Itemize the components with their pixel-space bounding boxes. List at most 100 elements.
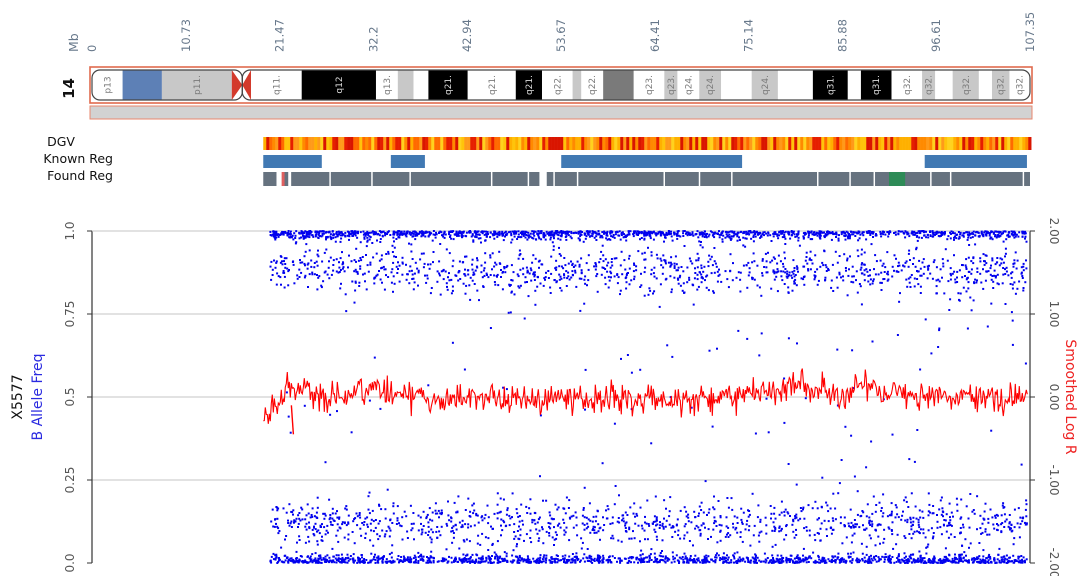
baf-point bbox=[641, 525, 643, 527]
baf-point bbox=[802, 555, 804, 557]
baf-point bbox=[482, 561, 484, 563]
baf-point bbox=[746, 520, 748, 522]
baf-point bbox=[419, 555, 421, 557]
baf-point bbox=[1018, 231, 1020, 233]
baf-point bbox=[553, 518, 555, 520]
baf-point bbox=[1018, 560, 1020, 562]
dgv-segment bbox=[917, 137, 920, 150]
baf-point bbox=[635, 269, 637, 271]
dgv-segment bbox=[392, 137, 395, 150]
baf-point bbox=[457, 495, 459, 497]
baf-point bbox=[587, 526, 589, 528]
baf-point bbox=[820, 528, 822, 530]
baf-point bbox=[289, 233, 291, 235]
dgv-segment bbox=[803, 137, 806, 150]
baf-point bbox=[323, 518, 325, 520]
baf-point bbox=[1011, 230, 1013, 232]
dgv-segment bbox=[446, 137, 449, 150]
baf-point bbox=[724, 237, 726, 239]
baf-point bbox=[337, 523, 339, 525]
baf-point bbox=[844, 426, 846, 428]
baf-point bbox=[397, 520, 399, 522]
baf-point bbox=[467, 269, 469, 271]
baf-point bbox=[348, 255, 350, 257]
baf-point bbox=[512, 492, 514, 494]
baf-point bbox=[524, 281, 526, 283]
baf-point bbox=[865, 466, 867, 468]
baf-point bbox=[814, 274, 816, 276]
baf-point bbox=[665, 555, 667, 557]
baf-point bbox=[594, 560, 596, 562]
baf-point bbox=[344, 537, 346, 539]
baf-point bbox=[729, 534, 731, 536]
baf-point bbox=[557, 238, 559, 240]
dgv-segment bbox=[914, 137, 917, 150]
baf-point bbox=[336, 562, 338, 564]
baf-point bbox=[623, 520, 625, 522]
baf-point bbox=[328, 560, 330, 562]
baf-point bbox=[393, 255, 395, 257]
baf-point bbox=[676, 235, 678, 237]
baf-point bbox=[453, 532, 455, 534]
baf-point bbox=[438, 516, 440, 518]
baf-point bbox=[682, 270, 684, 272]
baf-point bbox=[847, 258, 849, 260]
baf-point bbox=[535, 239, 537, 241]
baf-point bbox=[958, 231, 960, 233]
baf-point bbox=[563, 522, 565, 524]
dgv-segment bbox=[752, 137, 755, 150]
baf-point bbox=[818, 517, 820, 519]
baf-point bbox=[354, 259, 356, 261]
baf-point bbox=[772, 233, 774, 235]
baf-point bbox=[567, 272, 569, 274]
baf-point bbox=[662, 267, 664, 269]
baf-point bbox=[295, 230, 297, 232]
baf-point bbox=[456, 529, 458, 531]
baf-point bbox=[438, 530, 440, 532]
baf-point bbox=[637, 250, 639, 252]
baf-point bbox=[857, 239, 859, 241]
baf-point bbox=[472, 241, 474, 243]
dgv-segment bbox=[647, 137, 650, 150]
baf-point bbox=[1021, 464, 1023, 466]
baf-point bbox=[309, 273, 311, 275]
baf-point bbox=[795, 529, 797, 531]
baf-point bbox=[346, 524, 348, 526]
baf-point bbox=[625, 558, 627, 560]
baf-point bbox=[835, 559, 837, 561]
baf-point bbox=[298, 269, 300, 271]
baf-point bbox=[656, 518, 658, 520]
baf-point bbox=[727, 532, 729, 534]
baf-point bbox=[709, 258, 711, 260]
baf-point bbox=[634, 537, 636, 539]
baf-point bbox=[481, 231, 483, 233]
baf-point bbox=[978, 235, 980, 237]
baf-point bbox=[419, 231, 421, 233]
baf-point bbox=[537, 230, 539, 232]
baf-point bbox=[451, 292, 453, 294]
baf-point bbox=[690, 260, 692, 262]
baf-point bbox=[506, 514, 508, 516]
baf-point bbox=[307, 286, 309, 288]
baf-point bbox=[381, 267, 383, 269]
baf-point bbox=[377, 538, 379, 540]
baf-point bbox=[551, 231, 553, 233]
baf-point bbox=[550, 292, 552, 294]
baf-point bbox=[774, 279, 776, 281]
baf-point bbox=[1017, 558, 1019, 560]
baf-point bbox=[990, 509, 992, 511]
dgv-segment bbox=[533, 137, 536, 150]
baf-point bbox=[708, 289, 710, 291]
baf-point bbox=[947, 260, 949, 262]
baf-point bbox=[593, 526, 595, 528]
baf-point bbox=[554, 539, 556, 541]
baf-point bbox=[814, 271, 816, 273]
baf-point bbox=[767, 252, 769, 254]
baf-point bbox=[734, 515, 736, 517]
baf-point bbox=[531, 519, 533, 521]
baf-point bbox=[854, 476, 856, 478]
baf-point bbox=[441, 526, 443, 528]
baf-point bbox=[898, 262, 900, 264]
baf-point bbox=[284, 267, 286, 269]
baf-point bbox=[447, 276, 449, 278]
